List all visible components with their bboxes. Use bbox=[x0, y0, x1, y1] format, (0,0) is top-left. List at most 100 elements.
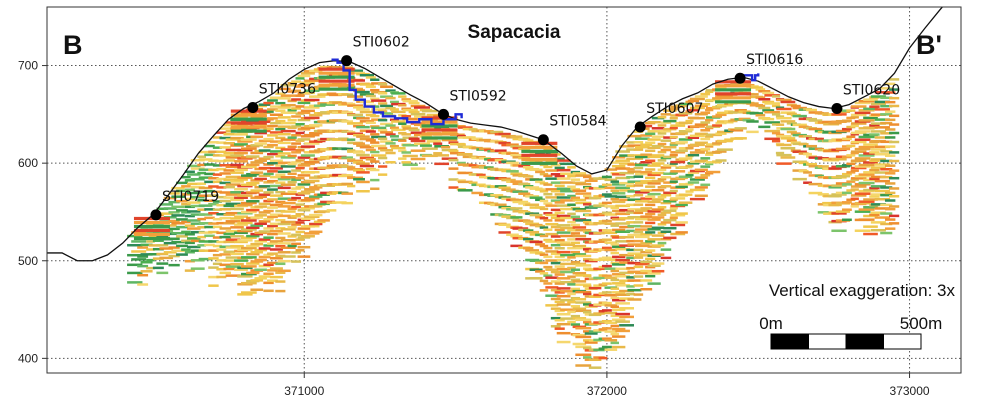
data-bar bbox=[269, 194, 283, 197]
data-bar bbox=[828, 121, 842, 125]
data-bar bbox=[163, 216, 177, 219]
data-bar bbox=[550, 225, 561, 229]
data-bar bbox=[212, 200, 222, 203]
data-bar bbox=[687, 136, 700, 140]
data-bar bbox=[640, 197, 653, 200]
data-bar bbox=[219, 172, 232, 175]
data-bar bbox=[556, 322, 571, 326]
data-bar bbox=[627, 208, 642, 211]
data-bar bbox=[640, 215, 653, 218]
data-bar bbox=[410, 167, 426, 170]
data-bar bbox=[645, 149, 656, 153]
data-bar bbox=[651, 269, 665, 273]
data-bar bbox=[610, 341, 620, 345]
well-label: STI0584 bbox=[549, 114, 606, 130]
data-bar bbox=[640, 233, 653, 236]
data-bar bbox=[663, 199, 677, 203]
data-bar bbox=[295, 105, 305, 108]
data-bar bbox=[494, 185, 507, 188]
data-bar bbox=[359, 110, 375, 114]
data-bar bbox=[250, 224, 264, 227]
data-bar bbox=[645, 159, 656, 163]
data-bar bbox=[309, 230, 323, 234]
data-bar bbox=[204, 172, 215, 176]
data-bar bbox=[803, 171, 812, 174]
data-bar bbox=[880, 121, 893, 125]
data-bar bbox=[560, 280, 575, 284]
data-bar bbox=[370, 133, 380, 136]
data-bar bbox=[874, 100, 890, 104]
data-bar bbox=[584, 332, 598, 335]
data-bar bbox=[700, 148, 711, 151]
data-bar bbox=[869, 177, 880, 181]
data-bar bbox=[181, 193, 191, 196]
data-bar bbox=[280, 246, 296, 249]
data-bar bbox=[380, 149, 394, 152]
data-bar bbox=[884, 227, 896, 230]
data-bar bbox=[204, 208, 215, 211]
data-bar bbox=[353, 177, 365, 181]
data-bar bbox=[398, 95, 407, 98]
data-block bbox=[521, 149, 558, 153]
data-bar bbox=[434, 154, 450, 157]
data-bar bbox=[275, 154, 286, 158]
data-bar bbox=[295, 139, 305, 142]
data-bar bbox=[570, 278, 581, 281]
scale-bar-segment bbox=[770, 333, 809, 350]
data-bar bbox=[254, 205, 267, 208]
data-bar bbox=[880, 203, 893, 207]
data-bar bbox=[556, 250, 571, 254]
data-bar bbox=[635, 228, 650, 231]
data-bar bbox=[332, 201, 347, 204]
data-bar bbox=[746, 93, 759, 96]
data-bar bbox=[291, 80, 302, 83]
data-bar bbox=[190, 167, 205, 170]
data-bar bbox=[790, 132, 801, 135]
data-bar bbox=[610, 305, 620, 309]
data-bar bbox=[771, 139, 781, 143]
data-bar bbox=[131, 240, 147, 243]
data-bar bbox=[550, 235, 561, 238]
data-bar bbox=[717, 94, 733, 98]
data-bar bbox=[627, 261, 642, 265]
data-bar bbox=[850, 116, 859, 119]
data-bar bbox=[550, 307, 561, 310]
data-bar bbox=[854, 101, 871, 105]
data-bar bbox=[601, 264, 612, 268]
data-bar bbox=[219, 235, 232, 239]
data-bar bbox=[554, 193, 565, 196]
data-bar bbox=[237, 229, 253, 233]
data-bar bbox=[137, 273, 149, 277]
data-bar bbox=[583, 292, 592, 296]
data-bar bbox=[187, 237, 201, 240]
data-bar bbox=[295, 122, 305, 126]
data-bar bbox=[612, 156, 626, 159]
data-bar bbox=[854, 157, 871, 160]
data-bar bbox=[359, 100, 375, 104]
data-bar bbox=[275, 101, 286, 105]
data-bar bbox=[148, 244, 161, 247]
data-bar bbox=[287, 172, 297, 176]
data-bar bbox=[792, 123, 807, 127]
data-bar bbox=[156, 271, 169, 275]
data-bar bbox=[601, 291, 612, 294]
data-bar bbox=[755, 114, 766, 117]
data-bar bbox=[610, 206, 620, 210]
data-bar bbox=[633, 193, 644, 197]
data-bar bbox=[640, 242, 653, 245]
data-bar bbox=[556, 267, 571, 271]
data-bar bbox=[601, 246, 612, 250]
data-bar bbox=[317, 219, 330, 222]
data-bar bbox=[267, 170, 278, 173]
data-bar bbox=[598, 356, 608, 360]
data-bar bbox=[402, 127, 418, 130]
data-bar bbox=[675, 185, 688, 189]
data-bar bbox=[198, 249, 213, 252]
data-bar bbox=[822, 120, 833, 124]
data-bar bbox=[356, 90, 370, 94]
data-bar bbox=[280, 176, 296, 179]
data-bar bbox=[640, 279, 653, 282]
data-bar bbox=[275, 190, 286, 194]
data-bar bbox=[398, 149, 407, 153]
